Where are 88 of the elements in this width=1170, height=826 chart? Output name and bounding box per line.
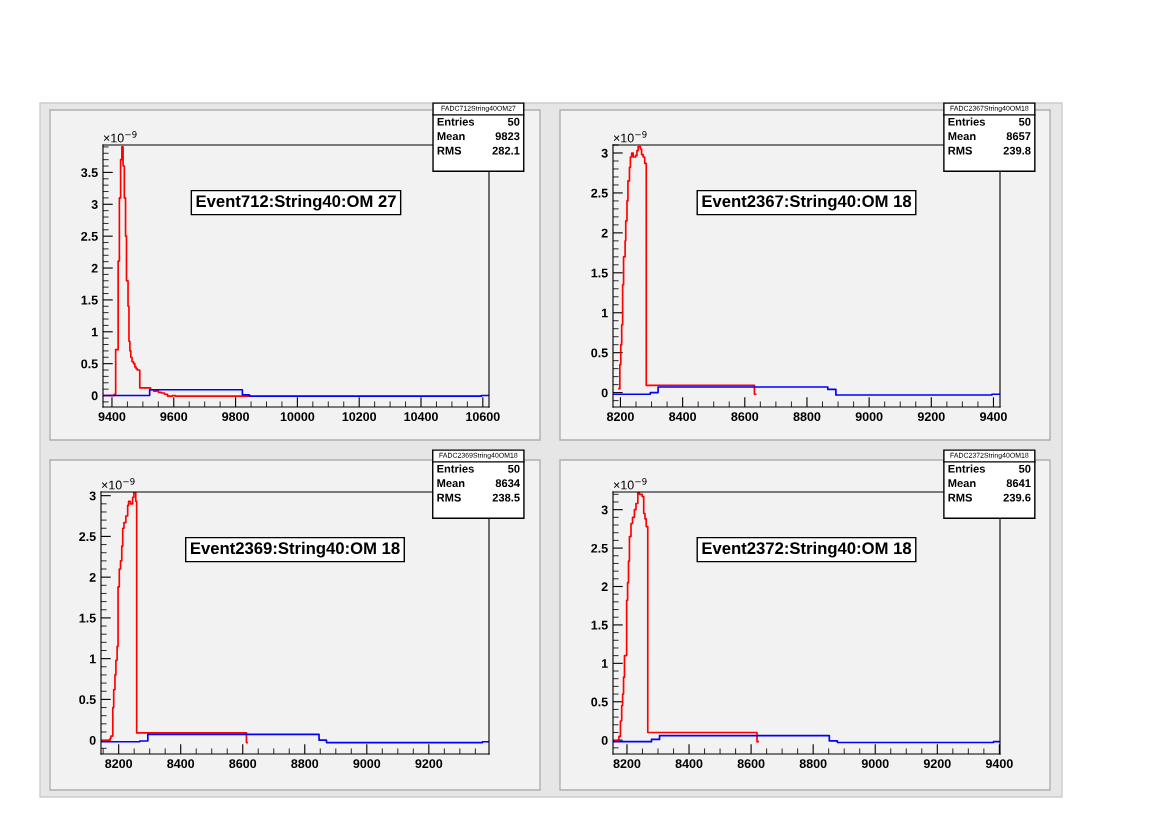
x-tick-label: 8200 (613, 759, 641, 769)
y-tick-label: 2 (601, 582, 608, 592)
x-tick-label: 10400 (404, 412, 438, 422)
y-tick-label: 2 (91, 263, 98, 273)
y-tick-label: 3 (89, 491, 96, 501)
text: Event2367:String40:OM 18 (702, 194, 912, 211)
x-tick-label: 8600 (731, 412, 759, 422)
x-tick-label: 9600 (160, 412, 188, 422)
y-tick-label: 2.5 (591, 188, 608, 198)
text: Mean (948, 132, 976, 141)
y-tick-label: 0.5 (79, 695, 96, 705)
x-tick-label: 8800 (291, 759, 319, 769)
x-tick-label: 8600 (737, 759, 765, 769)
x-tick-label: 8200 (606, 412, 634, 422)
annotation: RMS (437, 146, 462, 155)
y-tick-label: 1.5 (591, 268, 608, 278)
text: Event2372:String40:OM 18 (702, 541, 912, 558)
text: 50 (1018, 117, 1031, 126)
y-tick-label: 3 (601, 505, 608, 515)
text: 8641 (1006, 479, 1031, 488)
x-tick-label: 9200 (923, 759, 951, 769)
x-tick-label: 9000 (861, 759, 889, 769)
x-tick-label: 9000 (855, 412, 883, 422)
x-tick-label: 9000 (353, 759, 381, 769)
x-tick-label: 9200 (917, 412, 945, 422)
x-tick-label: 9800 (222, 412, 249, 422)
y-tick-label: 0 (89, 735, 96, 745)
text: ×10$^{−9}$ (613, 478, 647, 490)
y-tick-label: 1 (89, 654, 96, 664)
x-tick-label: 8200 (105, 759, 133, 769)
text: Event712:String40:OM 27 (196, 194, 396, 211)
y-tick-label: 0 (601, 388, 608, 398)
annotation: RMS (948, 146, 973, 155)
y-tick-label: 2.5 (591, 543, 608, 553)
y-tick-label: 2 (601, 228, 608, 238)
y-tick-label: 0 (91, 391, 98, 401)
y-tick-label: 3 (91, 200, 98, 209)
text: 239.8 (1003, 146, 1031, 155)
text: Mean (437, 479, 465, 488)
y-tick-label: 3 (601, 148, 608, 158)
y-tick-label: 1 (601, 308, 608, 318)
y-tick-label: 0.5 (81, 359, 98, 369)
text: 9823 (495, 132, 520, 141)
x-tick-label: 8400 (669, 412, 697, 422)
y-tick-label: 1.5 (591, 620, 608, 630)
y-tick-label: 0 (601, 735, 608, 745)
text: Mean (948, 479, 976, 488)
x-tick-label: 8800 (793, 412, 821, 422)
text: 8657 (1006, 132, 1031, 141)
text: ×10$^{−9}$ (101, 478, 135, 490)
x-tick-label: 10200 (342, 412, 377, 422)
text: ×10$^{−9}$ (103, 131, 137, 143)
annotation: RMS (948, 493, 973, 502)
x-tick-label: 10600 (466, 412, 500, 422)
y-tick-label: 1.5 (81, 295, 98, 305)
text: 239.6 (1003, 493, 1031, 502)
x-tick-label: 8400 (675, 759, 703, 769)
y-tick-label: 2.5 (79, 532, 96, 542)
x-tick-label: 8400 (167, 759, 195, 769)
x-tick-label: 8600 (229, 759, 257, 769)
text: Entries (437, 117, 475, 126)
y-tick-label: 3.5 (81, 168, 98, 178)
text: ×10$^{−9}$ (613, 131, 647, 143)
x-tick-label: 8800 (799, 759, 827, 769)
text: Mean (437, 132, 465, 141)
text: Entries (948, 464, 985, 473)
text: Event2369:String40:OM 18 (190, 541, 400, 558)
text: Entries (437, 464, 474, 473)
x-tick-label: 10000 (280, 412, 315, 422)
text: 238.5 (492, 493, 520, 502)
text: 50 (508, 464, 520, 473)
x-tick-label: 9400 (98, 412, 126, 422)
x-tick-label: 9200 (415, 759, 443, 769)
y-tick-label: 1 (601, 659, 608, 668)
y-tick-label: 0.5 (591, 697, 608, 707)
y-tick-label: 2.5 (81, 231, 98, 241)
text: 282.1 (492, 146, 520, 155)
y-tick-label: 1.5 (79, 613, 96, 623)
text: 50 (1018, 464, 1031, 473)
text: 50 (507, 117, 520, 126)
y-tick-label: 2 (89, 572, 96, 582)
y-tick-label: 1 (91, 327, 98, 337)
x-tick-label: 9400 (980, 412, 1007, 422)
y-tick-label: 0.5 (591, 348, 608, 358)
annotation: RMS (437, 493, 461, 502)
text: Entries (948, 117, 985, 126)
x-tick-label: 9400 (985, 759, 1013, 769)
text: 8634 (495, 479, 520, 488)
